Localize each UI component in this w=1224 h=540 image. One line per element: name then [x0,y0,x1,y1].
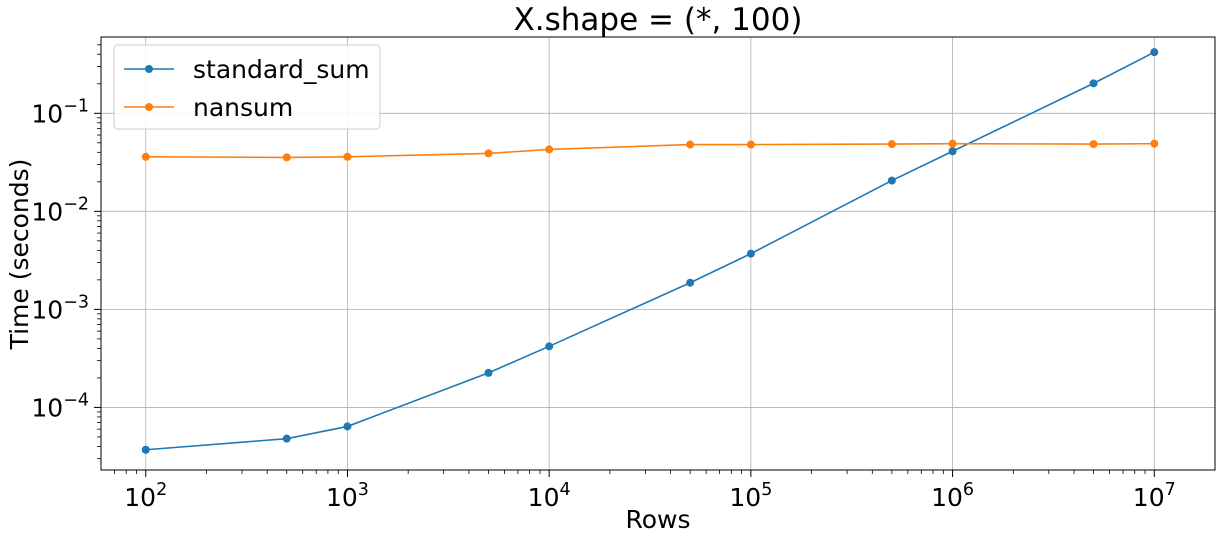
data-point-standard_sum [1150,48,1159,57]
data-point-standard_sum [545,342,554,351]
data-point-standard_sum [282,434,291,443]
chart-title: X.shape = (*, 100) [514,2,803,38]
plot-series [141,48,1159,454]
data-point-nansum [686,140,695,149]
data-point-standard_sum [948,147,957,156]
data-point-standard_sum [141,445,150,454]
x-tick-label: 107 [1133,480,1176,512]
data-point-standard_sum [343,422,352,431]
axes: 102 103 104 105 106 107 10−4 10−3 10−2 10−1 [31,36,1216,512]
y-tick-label: 10−1 [31,96,89,128]
legend-box [113,44,381,130]
series-line-nansum [145,142,1155,159]
data-point-standard_sum [887,176,896,185]
x-tick-label: 106 [931,480,974,512]
legend-label-standard_sum: standard_sum [193,55,370,84]
legend-marker-nansum [145,103,153,111]
data-point-nansum [948,139,957,148]
x-tick-label: 105 [729,480,772,512]
data-point-nansum [343,152,352,161]
plot-frame [100,36,1216,471]
x-axis-title: Rows [625,505,690,534]
data-point-nansum [141,152,150,161]
legend-marker-standard_sum [145,65,153,73]
data-point-standard_sum [686,278,695,287]
data-point-nansum [1089,140,1098,149]
data-point-nansum [484,149,493,158]
x-tick-label: 104 [528,480,571,512]
data-point-nansum [282,153,291,162]
x-tick-label: 102 [124,480,167,512]
data-point-nansum [1150,139,1159,148]
data-point-nansum [545,145,554,154]
data-point-nansum [746,140,755,149]
data-point-nansum [887,140,896,149]
y-tick-label: 10−2 [31,194,89,226]
y-tick-label: 10−3 [31,292,89,324]
y-axis-title: Time (seconds) [5,159,34,351]
data-point-standard_sum [484,368,493,377]
legend-label-nansum: nansum [193,93,293,122]
y-tick-label: 10−4 [31,390,89,422]
grid [101,37,1215,470]
data-point-standard_sum [746,249,755,258]
data-point-standard_sum [1089,79,1098,88]
x-tick-label: 103 [326,480,369,512]
